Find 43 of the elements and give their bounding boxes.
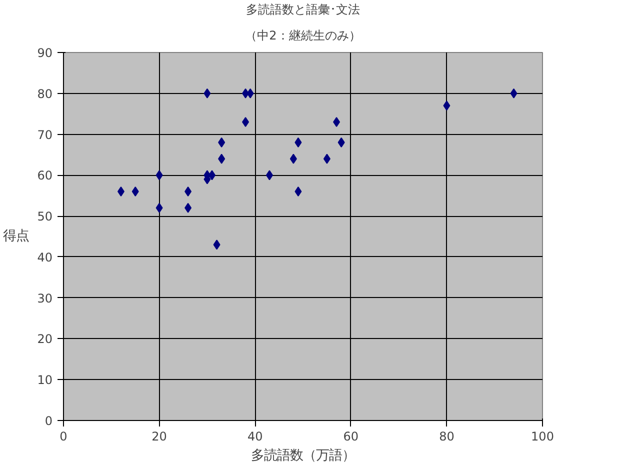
y-tick-label: 90: [37, 46, 53, 60]
point: [218, 137, 226, 148]
y-axis-title: 得点: [3, 229, 30, 244]
x-axis-title: 多読語数（万語）: [251, 448, 355, 464]
y-tick-label: 30: [37, 291, 53, 306]
x-tick-label: 100: [531, 430, 554, 444]
point: [294, 137, 302, 148]
x-tick-label: 20: [152, 430, 167, 444]
point: [333, 117, 340, 128]
x-tick-label: 60: [343, 430, 359, 444]
point: [242, 117, 250, 128]
point: [184, 202, 192, 213]
point: [132, 186, 139, 197]
point: [510, 88, 518, 98]
y-tick-label: 40: [37, 250, 53, 264]
chart-title: 多読語数と語彙･文法: [246, 2, 360, 16]
y-tick-label: 50: [37, 210, 53, 224]
point: [246, 88, 254, 98]
point: [204, 88, 211, 98]
point: [443, 100, 450, 111]
point: [242, 88, 250, 98]
point: [208, 170, 216, 180]
y-tick-label: 70: [37, 128, 53, 142]
chart-subtitle: （中2：継続生のみ）: [245, 28, 361, 42]
point: [218, 154, 226, 164]
y-tick-label: 80: [37, 86, 53, 101]
x-tick-label: 80: [439, 430, 454, 444]
y-tick-label: 20: [37, 332, 53, 346]
x-tick-label: 0: [60, 430, 68, 444]
point: [156, 170, 163, 180]
point: [338, 137, 345, 148]
point: [266, 170, 273, 180]
point: [323, 154, 330, 164]
y-tick-label: 10: [37, 373, 53, 388]
point: [213, 240, 220, 250]
point: [294, 186, 302, 197]
y-tick-label: 60: [37, 168, 53, 183]
point: [156, 202, 163, 213]
point: [290, 154, 297, 164]
point: [117, 186, 124, 197]
x-tick-label: 40: [247, 430, 263, 444]
y-tick-label: 0: [44, 414, 53, 428]
point: [184, 186, 192, 197]
